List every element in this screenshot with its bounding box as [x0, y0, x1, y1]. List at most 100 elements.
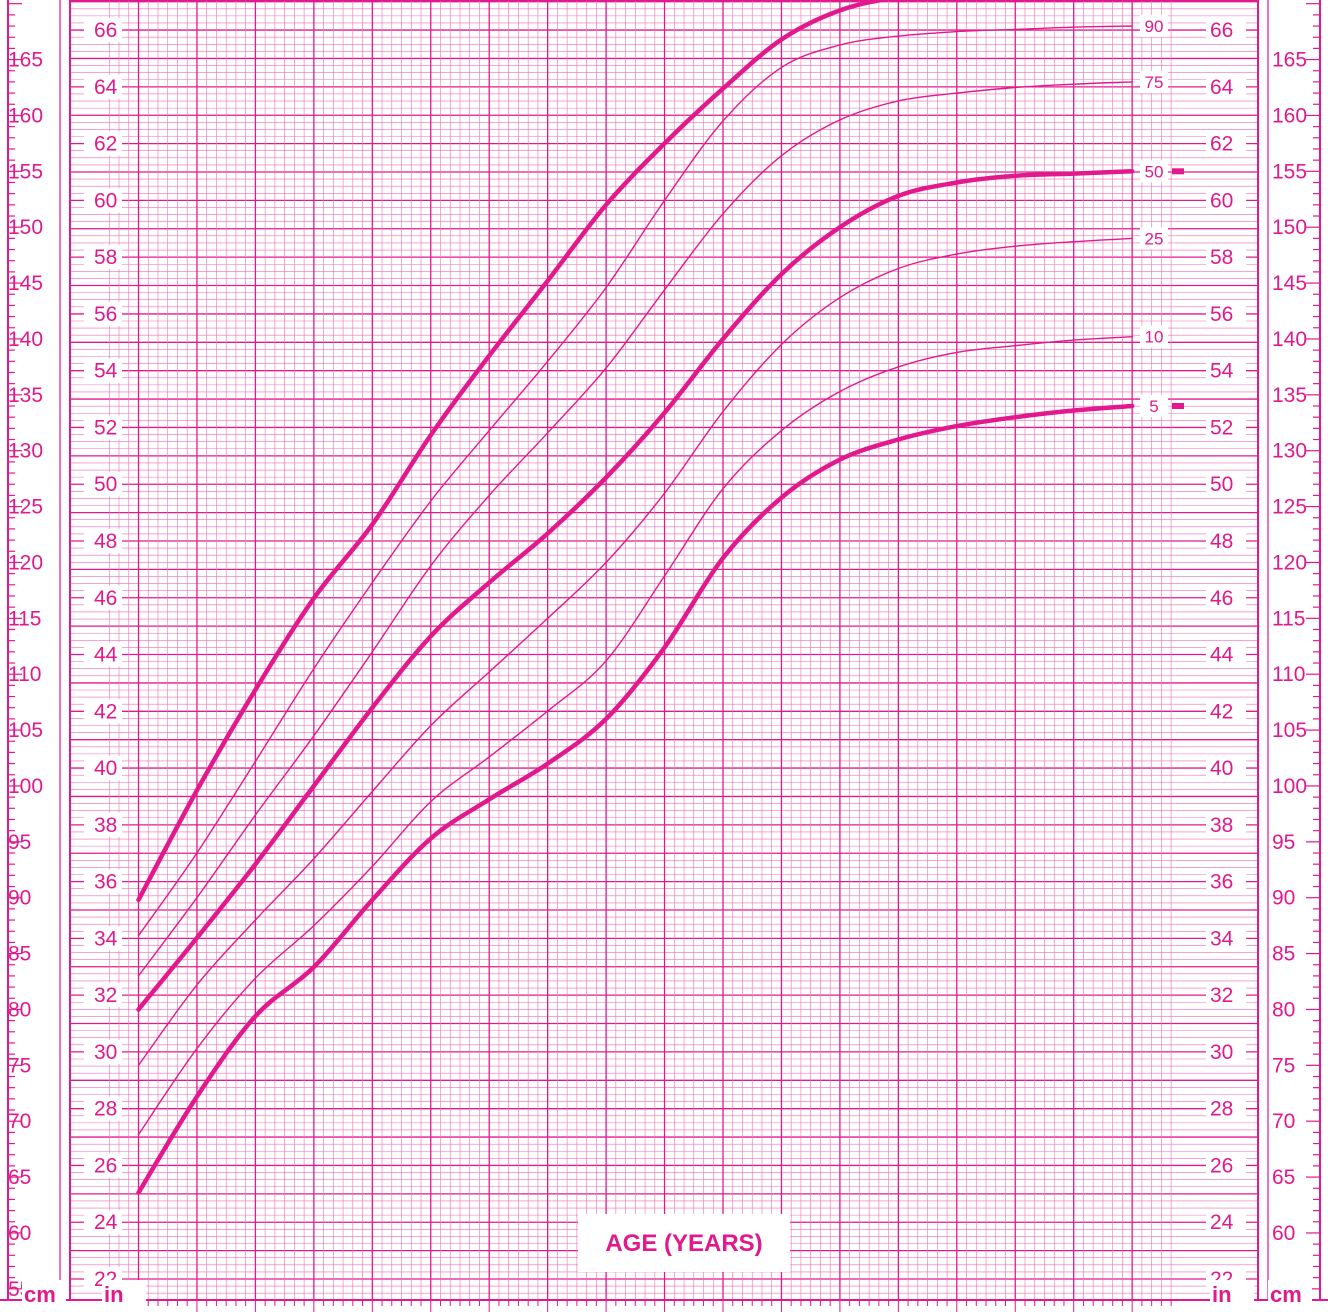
cm-tick-label-left: 140: [8, 328, 43, 351]
cm-tick-label-left: 60: [8, 1222, 31, 1245]
in-tick-label-left: 34: [94, 927, 118, 950]
in-label-backdrop: [1206, 756, 1246, 781]
in-tick-label-left: 66: [94, 19, 117, 42]
in-label-backdrop: [84, 1153, 122, 1178]
in-label-backdrop: [84, 188, 122, 213]
in-tick-label-right: 36: [1210, 871, 1233, 894]
in-label-backdrop: [84, 926, 122, 951]
in-label-backdrop: [1206, 188, 1246, 213]
in-tick-label-right: 66: [1210, 19, 1233, 42]
percentile-line-top: [136, 0, 895, 903]
in-tick-label-left: 38: [94, 814, 117, 837]
cm-tick-label-right: 90: [1272, 887, 1295, 910]
percentile-label-10: 10: [1145, 328, 1164, 347]
unit-label-in-left: in: [104, 1282, 124, 1307]
in-tick-label-left: 42: [94, 700, 117, 723]
cm-tick-label-right: 125: [1272, 496, 1307, 519]
in-label-backdrop: [1206, 585, 1246, 610]
in-label-backdrop: [1206, 245, 1246, 270]
cm-tick-label-right: 80: [1272, 999, 1295, 1022]
in-tick-label-left: 58: [94, 246, 117, 269]
percentile-label-90: 90: [1145, 17, 1164, 36]
percentile-line-75: [137, 81, 1133, 977]
percentile-label-backdrop: [1140, 395, 1168, 417]
labels: 5555606065657070757580808585909095951001…: [8, 15, 1312, 1312]
in-tick-label-right: 58: [1210, 246, 1233, 269]
x-axis-title-box: AGE (YEARS): [578, 1214, 790, 1272]
percentile-line-5: [136, 403, 1135, 1195]
series-lines: [136, 0, 1135, 1195]
cm-tick-label-left: 150: [8, 216, 43, 239]
in-label-backdrop: [84, 18, 122, 43]
percentile-marker: [1172, 403, 1184, 409]
cm-tick-label-left: 100: [8, 775, 43, 798]
in-label-backdrop: [1206, 812, 1246, 837]
unit-label-cm-left-backdrop: [22, 1280, 66, 1312]
in-tick-label-left: 36: [94, 871, 117, 894]
cm-tick-label-left: 115: [8, 607, 41, 630]
in-tick-label-right: 26: [1210, 1155, 1233, 1178]
unit-label-in-right-backdrop: [1210, 1280, 1254, 1312]
in-label-backdrop: [84, 131, 122, 156]
cm-tick-label-right: 155: [1272, 160, 1307, 183]
in-tick-label-left: 44: [94, 644, 118, 667]
in-tick-label-left: 24: [94, 1211, 118, 1234]
in-label-backdrop: [84, 699, 122, 724]
in-label-backdrop: [84, 415, 122, 440]
in-tick-label-left: 46: [94, 587, 117, 610]
in-tick-label-right: 50: [1210, 473, 1233, 496]
in-tick-label-left: 64: [94, 76, 118, 99]
in-label-backdrop: [1206, 1096, 1246, 1121]
in-label-backdrop: [1206, 1210, 1246, 1235]
cm-tick-label-left: 130: [8, 440, 43, 463]
percentile-label-50: 50: [1145, 162, 1164, 181]
in-label-backdrop: [84, 529, 122, 553]
percentile-label-5: 5: [1149, 397, 1158, 416]
cm-tick-label-right: 100: [1272, 775, 1307, 798]
in-tick-label-left: 30: [94, 1041, 117, 1064]
in-tick-label-right: 30: [1210, 1041, 1233, 1064]
in-label-backdrop: [1206, 529, 1246, 553]
in-tick-label-right: 52: [1210, 417, 1233, 440]
cm-tick-label-right: 110: [1272, 663, 1305, 686]
percentile-label-backdrop: [1140, 70, 1168, 93]
cm-tick-label-left: 95: [8, 831, 31, 854]
in-tick-label-right: 48: [1210, 530, 1233, 553]
in-label-backdrop: [1206, 18, 1246, 43]
in-label-backdrop: [84, 869, 122, 894]
in-tick-label-right: 34: [1210, 927, 1234, 950]
in-label-backdrop: [84, 472, 122, 497]
cm-tick-label-right: 130: [1272, 440, 1307, 463]
cm-tick-label-left: 160: [8, 104, 43, 127]
percentile-line-10: [137, 336, 1133, 1136]
unit-label-cm-right-backdrop: [1268, 1280, 1312, 1312]
percentile-line-90: [137, 25, 1133, 937]
in-tick-label-left: 26: [94, 1155, 117, 1178]
in-tick-label-left: 52: [94, 417, 117, 440]
in-label-backdrop: [1206, 926, 1246, 951]
cm-tick-label-right: 75: [1272, 1054, 1295, 1077]
in-label-backdrop: [1206, 472, 1246, 497]
cm-tick-label-left: 110: [8, 663, 41, 686]
cm-tick-label-right: 85: [1272, 943, 1295, 966]
in-tick-label-left: 54: [94, 360, 118, 383]
in-label-backdrop: [84, 1096, 122, 1121]
in-tick-label-left: 48: [94, 530, 117, 553]
percentile-label-75: 75: [1145, 73, 1164, 92]
in-tick-label-left: 32: [94, 984, 117, 1007]
cm-tick-label-right: 70: [1272, 1110, 1295, 1133]
x-axis-title-background: [578, 1214, 790, 1272]
cm-tick-label-right: 165: [1272, 49, 1307, 72]
in-label-backdrop: [84, 358, 122, 383]
in-label-backdrop: [1206, 1153, 1246, 1178]
in-label-backdrop: [1206, 642, 1246, 667]
percentile-label-25: 25: [1145, 229, 1164, 248]
in-tick-label-right: 56: [1210, 303, 1233, 326]
percentile-label-backdrop: [1140, 160, 1168, 183]
cm-tick-label-right: 120: [1272, 551, 1307, 574]
percentile-label-backdrop: [1140, 227, 1168, 250]
cm-tick-label-right: 60: [1272, 1222, 1295, 1245]
cm-tick-label-left: 80: [8, 999, 31, 1022]
